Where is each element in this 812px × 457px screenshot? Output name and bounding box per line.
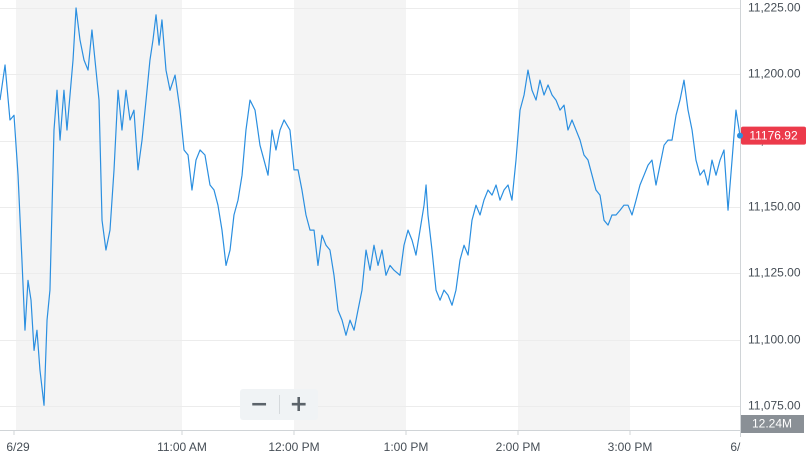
y-tick-label: 11,075.00 xyxy=(748,399,801,413)
y-tick-label: 11,200.00 xyxy=(748,67,801,81)
x-tick-label: 3:00 PM xyxy=(608,440,653,454)
zoom-controls: − + xyxy=(240,389,318,420)
x-tick-label: 6/30 xyxy=(730,440,754,454)
y-tick-label: 11,225.00 xyxy=(748,1,801,15)
band xyxy=(16,0,182,430)
separator xyxy=(278,395,280,414)
last-price-dot xyxy=(737,132,743,139)
session-bands xyxy=(16,0,630,430)
zoom-out[interactable]: − xyxy=(240,389,279,420)
grid xyxy=(0,8,740,407)
y-tick-label: 11,150.00 xyxy=(748,200,801,214)
volume-badge xyxy=(741,415,804,433)
plot xyxy=(0,7,741,406)
x-axis: 6/29 11:00 AM 12:00 PM 1:00 PM 2:00 PM 3:00 P… xyxy=(6,431,754,454)
x-tick-label: 6/29 xyxy=(6,440,30,454)
y-axis: 11,075.0011,100.0011,125.0011,150.0011,1… xyxy=(748,1,801,413)
x-tick-label: 11:00 AM xyxy=(157,440,207,454)
x-tick-label: 12:00 PM xyxy=(268,440,319,454)
x-tick-label: 1:00 PM xyxy=(384,440,429,454)
price-line xyxy=(0,7,741,406)
y-tick-label: 11,100.00 xyxy=(748,333,801,347)
last-price-badge xyxy=(741,126,806,145)
last-price-label: 11176.92 xyxy=(749,128,798,142)
y-tick-label: 11,125.00 xyxy=(748,266,801,280)
volume-label: 12.24M xyxy=(752,417,792,431)
band xyxy=(518,0,630,430)
zoom-in[interactable]: + xyxy=(279,389,318,420)
last-price: 11176.92 xyxy=(737,126,806,145)
band xyxy=(294,0,406,430)
x-tick-label: 2:00 PM xyxy=(496,440,541,454)
